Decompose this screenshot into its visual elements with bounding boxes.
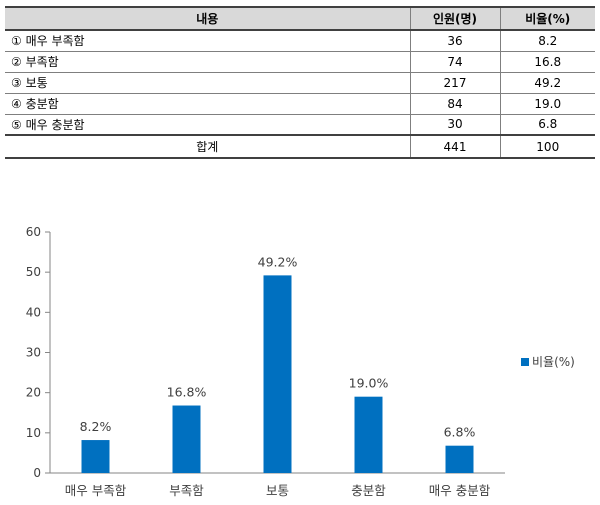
table-row: ③ 보통 217 49.2	[5, 71, 595, 94]
y-tick-label: 50	[26, 265, 41, 279]
bar	[81, 440, 110, 473]
row-count: 36	[409, 29, 501, 52]
row-ratio: 16.8	[499, 50, 595, 73]
row-label: ② 부족함	[5, 50, 411, 73]
row-label: ③ 보통	[5, 71, 411, 94]
category-label: 매우 충분함	[429, 483, 491, 498]
bar-chart-svg: 0 10 20 30 40 50 60 8.2% 매우 부족함 16.8% 부족함 49.2% 보통 19…	[26, 225, 575, 498]
data-label: 8.2%	[80, 419, 112, 434]
header-count: 인원(명)	[409, 6, 501, 31]
header-content: 내용	[5, 6, 411, 31]
category-label: 매우 부족함	[65, 483, 127, 498]
data-label: 16.8%	[167, 385, 207, 400]
table-row: ⑤ 매우 충분함 30 6.8	[5, 113, 595, 136]
bar	[263, 275, 292, 473]
y-tick-label: 40	[26, 305, 41, 319]
ratio-bar-chart: 0 10 20 30 40 50 60 8.2% 매우 부족함 16.8% 부족함 49.2% 보통 19…	[0, 210, 600, 505]
row-ratio: 49.2	[499, 71, 595, 94]
y-tick-label: 10	[26, 426, 41, 440]
data-label: 49.2%	[258, 254, 298, 269]
table-row: ① 매우 부족함 36 8.2	[5, 29, 595, 52]
bar	[354, 396, 383, 473]
row-ratio: 19.0	[499, 92, 595, 115]
y-tick-label: 0	[33, 466, 41, 480]
total-label: 합계	[5, 134, 411, 159]
table-row: ④ 충분함 84 19.0	[5, 92, 595, 115]
y-tick-label: 30	[26, 346, 41, 360]
row-count: 84	[409, 92, 501, 115]
table-header-row: 내용 인원(명) 비율(%)	[5, 6, 595, 31]
row-count: 74	[409, 50, 501, 73]
row-label: ① 매우 부족함	[5, 29, 411, 52]
survey-result-table: 내용 인원(명) 비율(%) ① 매우 부족함 36 8.2 ② 부족함 74 …	[5, 6, 595, 159]
bar	[172, 405, 201, 473]
row-count: 217	[409, 71, 501, 94]
data-label: 19.0%	[349, 376, 389, 391]
data-label: 6.8%	[444, 425, 476, 440]
row-label: ④ 충분함	[5, 92, 411, 115]
total-ratio: 100	[499, 134, 595, 159]
y-tick-label: 60	[26, 225, 41, 239]
table-total-row: 합계 441 100	[5, 134, 595, 159]
bar	[445, 445, 474, 473]
total-count: 441	[409, 134, 501, 159]
header-ratio: 비율(%)	[499, 6, 595, 31]
category-label: 부족함	[169, 483, 204, 498]
row-label: ⑤ 매우 충분함	[5, 113, 411, 136]
table-row: ② 부족함 74 16.8	[5, 50, 595, 73]
legend-label: 비율(%)	[532, 355, 575, 369]
category-label: 보통	[266, 483, 289, 498]
category-label: 충분함	[351, 483, 386, 498]
row-count: 30	[409, 113, 501, 136]
legend-swatch	[521, 358, 529, 366]
row-ratio: 8.2	[499, 29, 595, 52]
row-ratio: 6.8	[499, 113, 595, 136]
y-tick-label: 20	[26, 386, 41, 400]
